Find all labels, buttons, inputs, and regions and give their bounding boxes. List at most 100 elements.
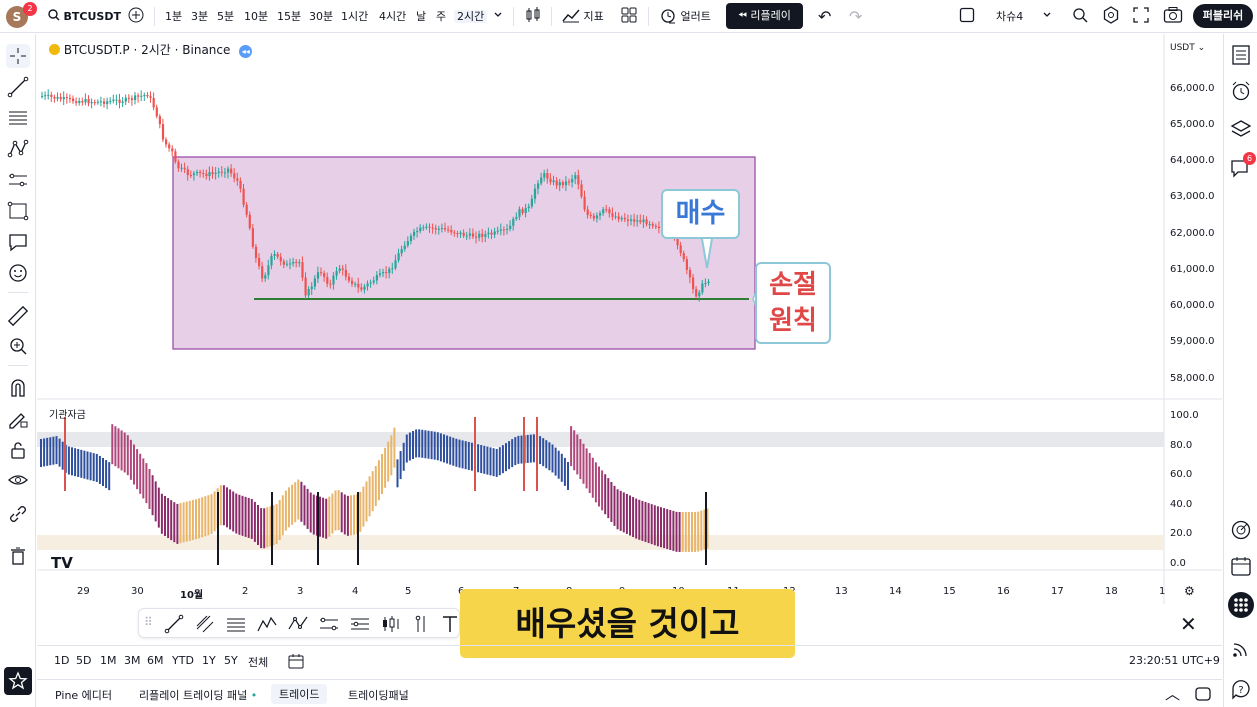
eye-icon[interactable]: [6, 468, 30, 492]
range-all[interactable]: 전체: [248, 656, 269, 669]
tab-replay-trading-panel[interactable]: 리플레이 트레이딩 패널 •: [139, 687, 257, 703]
interval-5m[interactable]: 5분: [217, 10, 235, 23]
maximize-panel-icon[interactable]: [1194, 685, 1212, 703]
candle-body: [50, 94, 53, 97]
fullscreen-select-button[interactable]: [959, 0, 975, 33]
interval-dropdown[interactable]: [493, 0, 503, 33]
watchlist-icon[interactable]: [1230, 44, 1252, 66]
broadcast-icon[interactable]: [1230, 638, 1252, 660]
symbol-search-button[interactable]: BTCUSDT: [48, 0, 121, 33]
chart-legend[interactable]: BTCUSDT.P · 2시간 · Binance ◂◂: [49, 41, 253, 58]
candle-body: [688, 269, 692, 278]
range-box[interactable]: [172, 156, 756, 350]
fullscreen-button[interactable]: [1133, 0, 1149, 33]
publish-button[interactable]: 퍼블리쉬: [1193, 4, 1253, 28]
utc-clock[interactable]: 23:20:51 UTC+9: [1129, 654, 1220, 667]
indicators-button[interactable]: 지표: [562, 0, 604, 33]
legend-collapse-icon[interactable]: ◂◂: [239, 45, 253, 58]
tab-trade[interactable]: 트레이드: [271, 684, 328, 704]
rectangle-icon[interactable]: [6, 199, 30, 223]
elliott-wave-icon[interactable]: [256, 613, 278, 635]
smiley-icon[interactable]: [6, 261, 30, 285]
range-1y[interactable]: 1Y: [202, 654, 216, 667]
zoom-in-icon[interactable]: [6, 334, 30, 358]
range-1d[interactable]: 1D: [54, 654, 70, 667]
trend-line-icon[interactable]: [163, 613, 185, 635]
trend-line-icon[interactable]: [6, 75, 30, 99]
interval-15m[interactable]: 15분: [277, 10, 302, 23]
layers-icon[interactable]: [1230, 118, 1252, 140]
price-range-icon[interactable]: [411, 613, 433, 635]
buy-callout[interactable]: 매수: [661, 189, 740, 239]
bars-pattern-icon[interactable]: [380, 613, 402, 635]
interval-1m[interactable]: 1분: [165, 10, 183, 23]
interval-3m[interactable]: 3분: [191, 10, 209, 23]
goto-date-icon[interactable]: [287, 652, 305, 670]
pencil-lock-icon[interactable]: [6, 407, 30, 431]
favorites-button[interactable]: [4, 667, 32, 695]
currency-selector[interactable]: USDT ⌄: [1170, 43, 1205, 53]
interval-1h[interactable]: 1시간: [341, 10, 369, 23]
text-tool-icon[interactable]: [439, 613, 461, 635]
help-icon[interactable]: ?: [1230, 678, 1252, 700]
chart-type-button[interactable]: [524, 0, 542, 33]
undo-button[interactable]: ↶: [818, 0, 831, 33]
expand-panel-button[interactable]: ︿: [1165, 683, 1180, 704]
alerts-clock-icon[interactable]: [1230, 80, 1252, 102]
interval-30m[interactable]: 30분: [309, 10, 334, 23]
channel-icon[interactable]: [194, 613, 216, 635]
chart-pane[interactable]: TV BTCUSDT.P · 2시간 · Binance ◂◂ USDT ⌄ 6…: [37, 34, 1222, 604]
layout-name-button[interactable]: 차슈4: [996, 0, 1023, 33]
layout-dropdown[interactable]: [1042, 0, 1052, 33]
settings-button[interactable]: [1102, 0, 1120, 33]
tab-trading-panel[interactable]: 트레이딩패널: [348, 689, 409, 702]
indicator-name[interactable]: 기관자금: [49, 410, 86, 421]
quick-search-button[interactable]: [1071, 0, 1089, 33]
stop-loss-callout[interactable]: 손절 원칙: [755, 262, 831, 344]
interval-4h[interactable]: 4시간: [379, 10, 407, 23]
target-icon[interactable]: [1230, 519, 1252, 541]
range-ytd[interactable]: YTD: [172, 654, 194, 667]
layout-grid-button[interactable]: [621, 0, 637, 33]
calendar-icon[interactable]: [1230, 555, 1252, 577]
lock-icon[interactable]: [6, 438, 30, 462]
camera-icon: [1163, 7, 1183, 23]
horizontal-lines-icon[interactable]: [6, 106, 30, 130]
range-3m[interactable]: 3M: [124, 654, 141, 667]
tab-pine-editor[interactable]: Pine 에디터: [55, 689, 113, 702]
interval-week[interactable]: 주: [436, 10, 447, 23]
interval-2h-active[interactable]: 2시간: [454, 0, 488, 33]
snapshot-button[interactable]: [1163, 0, 1183, 33]
link-icon[interactable]: [6, 502, 30, 526]
trash-icon[interactable]: [6, 544, 30, 568]
projection-icon[interactable]: [349, 613, 371, 635]
comment-icon[interactable]: [6, 230, 30, 254]
magnet-icon[interactable]: [6, 376, 30, 400]
candle-body: [44, 95, 47, 97]
abc-pattern-icon[interactable]: [287, 613, 309, 635]
alert-button[interactable]: 얼러트: [659, 0, 711, 33]
ruler-icon[interactable]: [6, 304, 30, 328]
range-1m[interactable]: 1M: [100, 654, 117, 667]
candle-body: [347, 276, 351, 281]
fib-lines-icon[interactable]: [225, 613, 247, 635]
pattern-icon[interactable]: [6, 137, 30, 161]
range-5y[interactable]: 5Y: [224, 654, 238, 667]
date-range-icon[interactable]: [318, 613, 340, 635]
drag-handle-icon[interactable]: ⠿: [144, 615, 153, 629]
crosshair-icon[interactable]: [6, 44, 30, 68]
close-toolbar-button[interactable]: ✕: [1180, 612, 1197, 636]
indicator-label: 80.0: [1170, 440, 1193, 451]
axis-settings-button[interactable]: ⚙: [1184, 584, 1195, 598]
range-6m[interactable]: 6M: [147, 654, 164, 667]
interval-day[interactable]: 날: [416, 10, 427, 23]
forecast-icon[interactable]: [6, 168, 30, 192]
interval-10m[interactable]: 10분: [244, 10, 269, 23]
user-avatar[interactable]: S: [6, 6, 28, 28]
add-symbol-button[interactable]: [128, 0, 144, 33]
chart-canvas[interactable]: TV: [37, 34, 1222, 604]
redo-button[interactable]: ↷: [849, 0, 862, 33]
replay-button[interactable]: ⏪︎ 리플레이: [726, 3, 803, 29]
range-5d[interactable]: 5D: [76, 654, 92, 667]
apps-button[interactable]: [1228, 592, 1254, 618]
